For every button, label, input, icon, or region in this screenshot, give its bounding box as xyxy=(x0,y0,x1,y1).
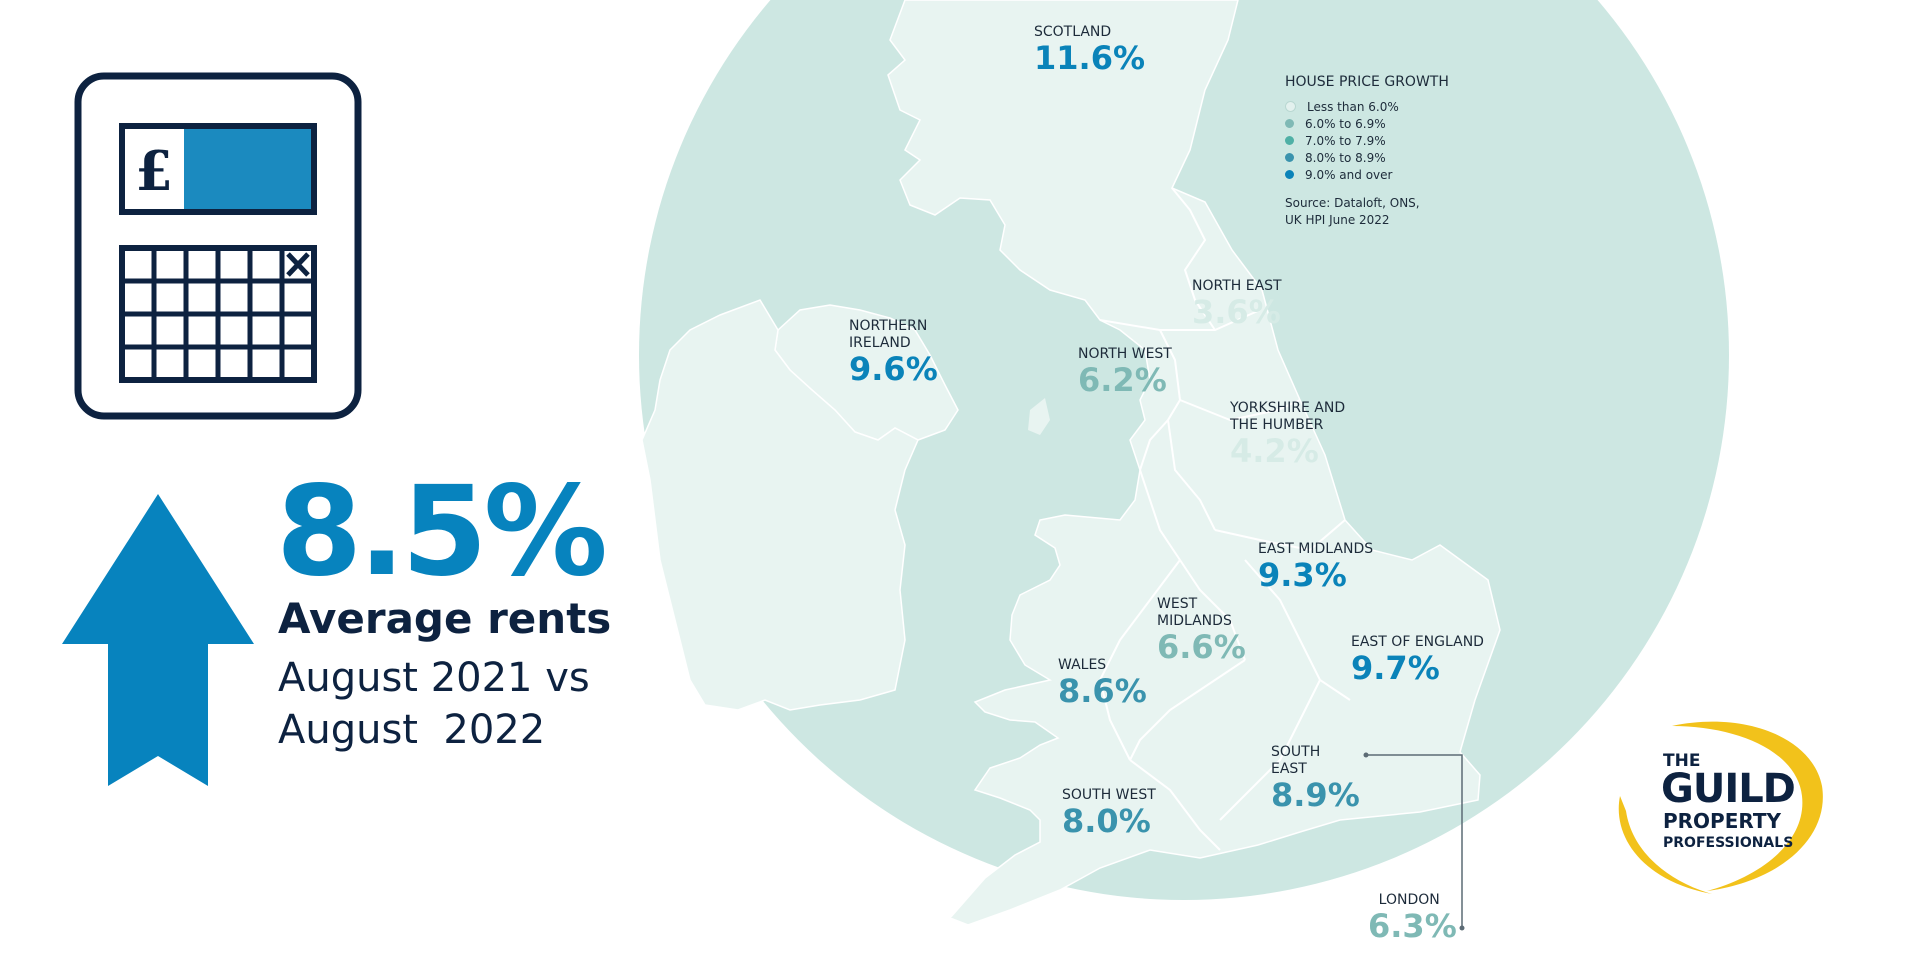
map-legend: HOUSE PRICE GROWTH Less than 6.0% 6.0% t… xyxy=(1285,74,1449,229)
legend-item: 8.0% to 8.9% xyxy=(1285,149,1449,166)
region-name: NORTHERN IRELAND xyxy=(849,318,928,351)
region-value: 9.7% xyxy=(1351,649,1440,687)
region-value: 8.9% xyxy=(1271,776,1360,814)
legend-swatch xyxy=(1285,136,1294,145)
up-arrow-icon xyxy=(62,494,254,786)
region-name: YORKSHIRE AND THE HUMBER xyxy=(1230,400,1346,433)
region-value: 6.3% xyxy=(1368,907,1457,945)
region-value: 9.3% xyxy=(1258,556,1347,594)
legend-label: Less than 6.0% xyxy=(1307,99,1399,114)
great-britain-landmass xyxy=(887,0,1501,926)
region-northern-ireland: NORTHERN IRELAND 9.6% xyxy=(849,318,938,386)
region-name: SCOTLAND xyxy=(1034,24,1112,40)
legend-item: Less than 6.0% xyxy=(1285,98,1449,115)
region-east-of-england: EAST OF ENGLAND 9.7% xyxy=(1351,634,1484,685)
region-west-midlands: WEST MIDLANDS 6.6% xyxy=(1157,596,1246,664)
legend-swatch xyxy=(1285,170,1294,179)
legend-swatch xyxy=(1285,101,1296,112)
region-value: 6.6% xyxy=(1157,628,1246,666)
region-name: WEST MIDLANDS xyxy=(1157,596,1232,629)
region-wales: WALES 8.6% xyxy=(1058,657,1147,708)
logo-swoosh xyxy=(1618,721,1823,894)
region-south-west: SOUTH WEST 8.0% xyxy=(1062,787,1156,838)
region-yorkshire-humber: YORKSHIRE AND THE HUMBER 4.2% xyxy=(1230,400,1345,468)
legend-item: 6.0% to 6.9% xyxy=(1285,115,1449,132)
calculator-icon: £ xyxy=(74,72,362,420)
region-value: 9.6% xyxy=(849,350,938,388)
legend-item: 9.0% and over xyxy=(1285,166,1449,183)
region-value: 4.2% xyxy=(1230,432,1319,470)
region-name: SOUTH EAST xyxy=(1271,744,1321,777)
guild-logo: THE GUILD PROPERTY PROFESSIONALS xyxy=(1612,716,1862,896)
region-boundaries xyxy=(1098,187,1351,851)
region-name: EAST MIDLANDS xyxy=(1258,541,1374,557)
legend-item: 7.0% to 7.9% xyxy=(1285,132,1449,149)
region-london: LONDON 6.3% xyxy=(1368,892,1457,943)
legend-label: 6.0% to 6.9% xyxy=(1305,116,1386,131)
region-south-east: SOUTH EAST 8.9% xyxy=(1271,744,1360,812)
headline-stat-value: 8.5% xyxy=(276,460,608,604)
region-east-midlands: EAST MIDLANDS 9.3% xyxy=(1258,541,1373,592)
legend-label: 8.0% to 8.9% xyxy=(1305,150,1386,165)
legend-label: 9.0% and over xyxy=(1305,167,1393,182)
region-value: 8.6% xyxy=(1058,672,1147,710)
legend-source: Source: Dataloft, ONS, UK HPI June 2022 xyxy=(1285,196,1420,227)
headline-stat-period: August 2021 vs August 2022 xyxy=(278,655,590,753)
region-scotland: SCOTLAND 11.6% xyxy=(1034,24,1145,75)
isle-of-man xyxy=(1028,398,1050,435)
ireland-landmass xyxy=(641,299,919,711)
region-name: NORTH WEST xyxy=(1078,346,1172,362)
region-value: 3.6% xyxy=(1192,293,1281,331)
region-north-west: NORTH WEST 6.2% xyxy=(1078,346,1172,397)
legend-title: HOUSE PRICE GROWTH xyxy=(1285,74,1449,90)
headline-stat-label: Average rents xyxy=(278,594,612,643)
region-name: EAST OF ENGLAND xyxy=(1351,634,1484,650)
legend-swatch xyxy=(1285,119,1294,128)
legend-swatch xyxy=(1285,153,1294,162)
logo-line-3: PROPERTY xyxy=(1663,809,1782,833)
svg-text:£: £ xyxy=(135,139,173,203)
region-name: NORTH EAST xyxy=(1192,278,1282,294)
region-value: 11.6% xyxy=(1034,39,1146,77)
legend-label: 7.0% to 7.9% xyxy=(1305,133,1386,148)
region-name: SOUTH WEST xyxy=(1062,787,1156,803)
region-value: 6.2% xyxy=(1078,361,1167,399)
region-name: WALES xyxy=(1058,657,1107,673)
region-north-east: NORTH EAST 3.6% xyxy=(1192,278,1282,329)
logo-line-2: GUILD xyxy=(1661,766,1796,812)
logo-line-4: PROFESSIONALS xyxy=(1663,835,1794,851)
region-value: 8.0% xyxy=(1062,802,1151,840)
logo-line-1: THE xyxy=(1663,751,1701,771)
